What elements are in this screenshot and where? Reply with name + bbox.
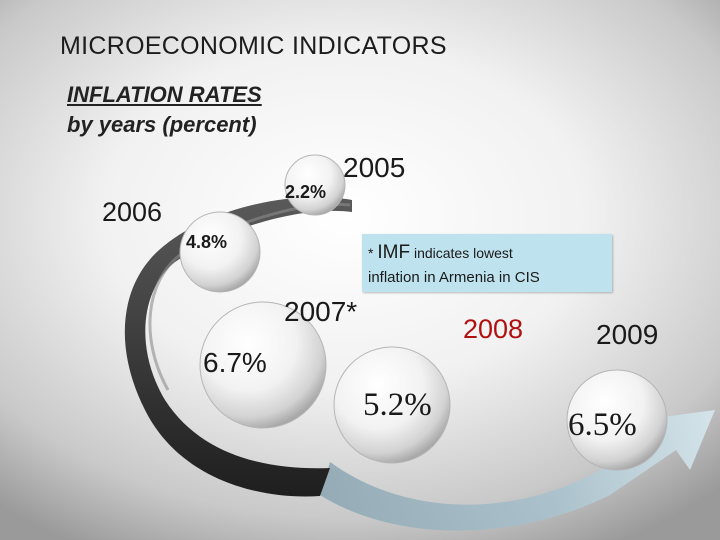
year-label-2005: 2005 [343, 152, 406, 183]
arrow-band [320, 410, 715, 531]
imf-note-asterisk: * [368, 245, 374, 261]
bubble-2009 [566, 369, 668, 471]
imf-note-line-2: inflation in Armenia in CIS [368, 269, 540, 286]
subtitle-line-1: INFLATION RATES [67, 82, 262, 107]
imf-note-box: * IMF indicates lowest inflation in Arme… [362, 234, 612, 292]
value-label-2006: 4.8% [186, 232, 228, 252]
bubble-2007 [199, 301, 327, 429]
imf-note-line-1-text: indicates lowest [413, 245, 513, 261]
year-label-2009: 2009 [596, 319, 659, 350]
imf-note-prefix: IMF [377, 242, 411, 263]
subtitle-line-2: by years (percent) [67, 112, 257, 137]
value-label-2008: 5.2% [363, 387, 432, 423]
year-label-2007: 2007* [284, 296, 358, 327]
slide-title: MICROECONOMIC INDICATORS [60, 32, 447, 60]
curved-track [124, 197, 352, 497]
bubble-2005 [284, 154, 346, 216]
value-label-2005: 2.2% [285, 182, 327, 202]
year-label-2008: 2008 [463, 314, 524, 344]
bubble-2008 [333, 346, 451, 464]
bubble-2006 [179, 211, 261, 293]
value-label-2007: 6.7% [203, 347, 267, 378]
value-label-2009: 6.5% [568, 407, 637, 443]
slide-subtitle: INFLATION RATES by years (percent) [67, 80, 262, 140]
imf-note-line-1: * IMF indicates lowest [368, 242, 513, 264]
year-label-2006: 2006 [102, 197, 163, 227]
